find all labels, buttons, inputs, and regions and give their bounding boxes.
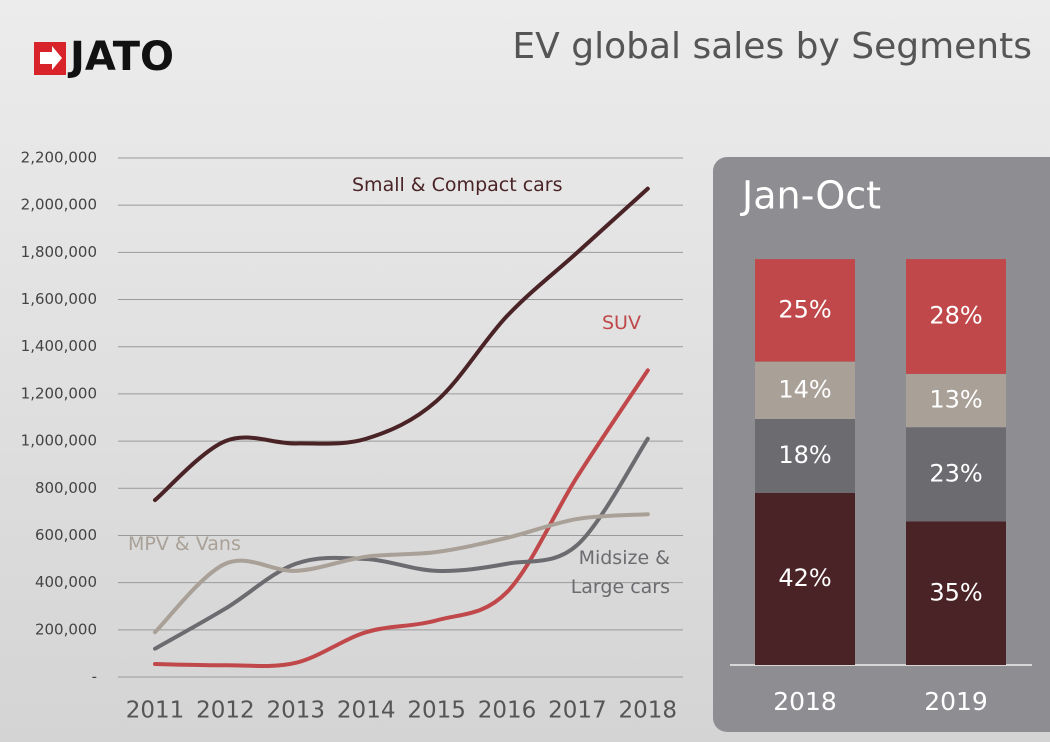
y-tick-label: 1,800,000 [21,243,97,261]
x-tick-label: 2019 [924,687,988,716]
series-label: SUV [602,312,641,334]
x-tick-label: 2014 [337,698,396,724]
x-tick-label: 2016 [478,698,537,724]
bar-segment [755,259,855,362]
series-line [153,186,650,503]
y-tick-label: 200,000 [35,620,97,638]
value-label: 13% [929,386,982,414]
y-tick-label: 1,200,000 [21,384,97,402]
y-tick-label: 2,000,000 [21,196,97,214]
series-label: MPV & Vans [128,533,241,555]
panel-title: Jan-Oct [740,174,881,218]
bar-segment [755,419,855,493]
x-tick-label: 2013 [267,698,326,724]
chart-title: EV global sales by Segments [512,26,1032,67]
value-label: 14% [778,375,831,403]
x-tick-label: 2012 [196,698,255,724]
x-tick-label: 2018 [773,687,837,716]
value-label: 25% [778,295,831,323]
x-tick-label: 2015 [407,698,466,724]
bar-segment [906,259,1006,374]
value-label: 35% [929,578,982,606]
y-tick-label: 400,000 [35,573,97,591]
y-tick-label: 1,000,000 [21,432,97,450]
y-tick-label: 1,400,000 [21,337,97,355]
logo: JATO [67,34,174,80]
bar-segment [906,373,1006,428]
series-label: Midsize & Large cars [570,547,670,598]
value-label: 28% [929,302,982,330]
logo-icon [34,42,66,75]
value-label: 42% [778,564,831,592]
series-line [153,436,650,651]
x-tick-label: 2018 [619,698,678,724]
series-line [153,512,650,635]
y-tick-label: 800,000 [35,479,97,497]
y-tick-label: 2,200,000 [21,149,97,167]
x-tick-label: 2017 [548,698,607,724]
series-line [153,368,650,669]
value-label: 18% [778,441,831,469]
bar-segment [906,427,1006,522]
bar-segment [755,492,855,665]
x-tick-label: 2011 [126,698,185,724]
y-tick-label: 1,600,000 [21,290,97,308]
series-label: Small & Compact cars [352,174,563,196]
value-label: 23% [929,459,982,487]
bar-segment [906,521,1006,665]
y-tick-label: 600,000 [35,526,97,544]
y-tick-label: - [92,668,97,686]
bar-segment [755,361,855,419]
